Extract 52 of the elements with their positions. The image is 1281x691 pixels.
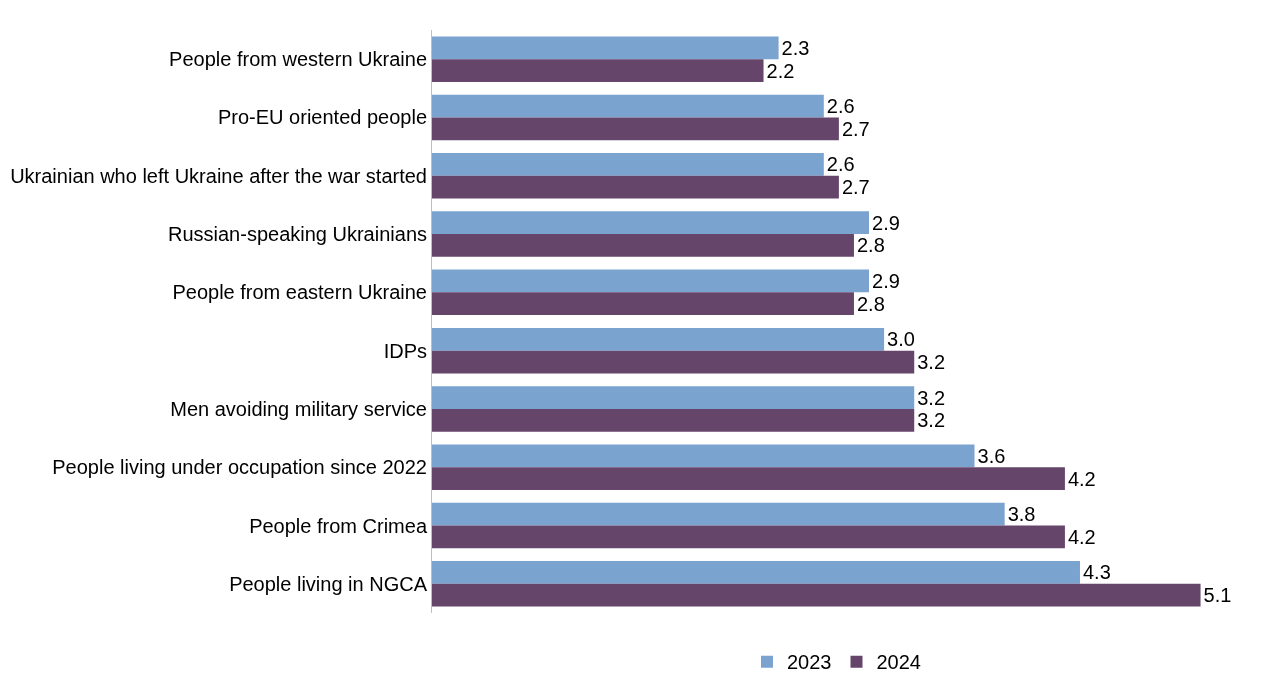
- data-label: 2.7: [841, 117, 870, 140]
- data-label: 5.1: [1203, 584, 1232, 607]
- bar: [432, 175, 839, 199]
- bar: [432, 94, 824, 118]
- bar: [432, 583, 1201, 607]
- data-label: 2.6: [826, 95, 855, 118]
- data-label: 2.6: [826, 153, 855, 176]
- bar: [432, 36, 779, 60]
- bar: [432, 269, 870, 293]
- data-label: 4.3: [1082, 561, 1111, 584]
- y-tick-label: People from eastern Ukraine: [172, 281, 427, 304]
- y-tick-label: People living under occupation since 2022: [52, 456, 427, 479]
- legend-label: 2023: [787, 651, 832, 674]
- y-tick-label: People from western Ukraine: [169, 48, 427, 71]
- data-label: 2.3: [781, 36, 810, 59]
- data-label: 3.2: [917, 409, 946, 432]
- data-label: 2.8: [856, 292, 885, 315]
- bar: [432, 292, 854, 316]
- y-tick-label: IDPs: [383, 339, 427, 362]
- bar: [432, 350, 915, 374]
- bar: [432, 327, 885, 351]
- data-label: 3.2: [917, 386, 946, 409]
- data-label: 3.2: [917, 351, 946, 374]
- bar: [432, 467, 1065, 490]
- data-label: 3.6: [977, 444, 1006, 467]
- data-label: 2.9: [872, 269, 900, 292]
- bar: [432, 117, 839, 141]
- y-tick-label: Ukrainian who left Ukraine after the war started: [10, 164, 427, 187]
- data-label: 2.7: [841, 176, 870, 199]
- data-label: 2.8: [856, 234, 885, 257]
- bar: [432, 59, 764, 82]
- data-label: 2.2: [766, 59, 795, 82]
- data-label: 4.2: [1067, 467, 1096, 490]
- y-tick-label: People from Crimea: [249, 514, 428, 537]
- bar: [432, 561, 1080, 584]
- bar: [432, 211, 870, 235]
- legend-label: 2024: [876, 651, 921, 674]
- bar: [432, 502, 1005, 526]
- y-tick-label: Men avoiding military service: [170, 397, 427, 420]
- data-label: 3.0: [887, 328, 915, 351]
- bar: [432, 408, 915, 432]
- bar: [432, 153, 824, 176]
- data-label: 3.8: [1007, 503, 1036, 526]
- bar: [432, 525, 1065, 549]
- bar: [432, 444, 975, 468]
- y-tick-label: Pro-EU oriented people: [217, 106, 427, 129]
- bar: [432, 386, 915, 409]
- y-tick-label: People living in NGCA: [229, 572, 428, 595]
- y-tick-label: Russian-speaking Ukrainians: [167, 223, 427, 246]
- bar: [432, 234, 854, 257]
- data-label: 4.2: [1067, 525, 1096, 548]
- data-label: 2.9: [872, 211, 900, 234]
